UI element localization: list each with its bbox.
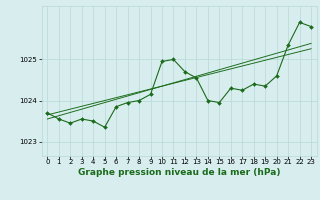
X-axis label: Graphe pression niveau de la mer (hPa): Graphe pression niveau de la mer (hPa)	[78, 168, 280, 177]
